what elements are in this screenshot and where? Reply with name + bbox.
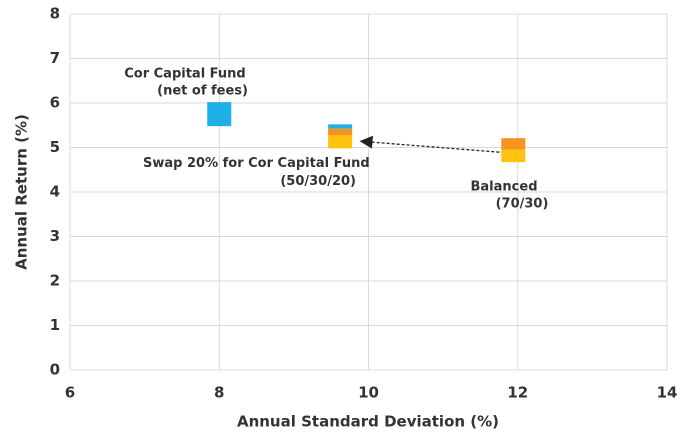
y-tick-label: 3 (50, 227, 60, 245)
y-tick-label: 1 (50, 316, 60, 334)
point-marker (328, 128, 353, 136)
y-tick-label: 0 (50, 361, 60, 379)
point-marker (328, 124, 353, 129)
point-label: (50/30/20) (280, 174, 356, 189)
y-tick-label: 2 (50, 272, 60, 290)
x-axis-label: Annual Standard Deviation (%) (237, 413, 499, 431)
x-tick-label: 8 (214, 384, 224, 402)
x-tick-label: 10 (358, 384, 379, 402)
point-marker (501, 149, 526, 163)
y-axis-label: Annual Return (%) (13, 114, 31, 270)
point-label: (70/30) (496, 197, 549, 212)
y-tick-label: 6 (50, 94, 60, 112)
y-tick-label: 7 (50, 49, 60, 67)
y-tick-label: 4 (50, 183, 60, 201)
x-tick-label: 6 (65, 384, 75, 402)
point-label: Balanced (471, 180, 538, 195)
y-tick-label: 8 (50, 5, 60, 23)
point-marker (501, 138, 526, 150)
point-label: (net of fees) (157, 84, 248, 99)
x-tick-label: 14 (657, 384, 678, 402)
point-label: Cor Capital Fund (124, 67, 246, 82)
point-label: Swap 20% for Cor Capital Fund (143, 156, 370, 171)
x-tick-label: 12 (507, 384, 528, 402)
y-tick-label: 5 (50, 138, 60, 156)
point-marker (207, 102, 232, 127)
point-marker (328, 135, 353, 149)
arrow (359, 135, 500, 153)
